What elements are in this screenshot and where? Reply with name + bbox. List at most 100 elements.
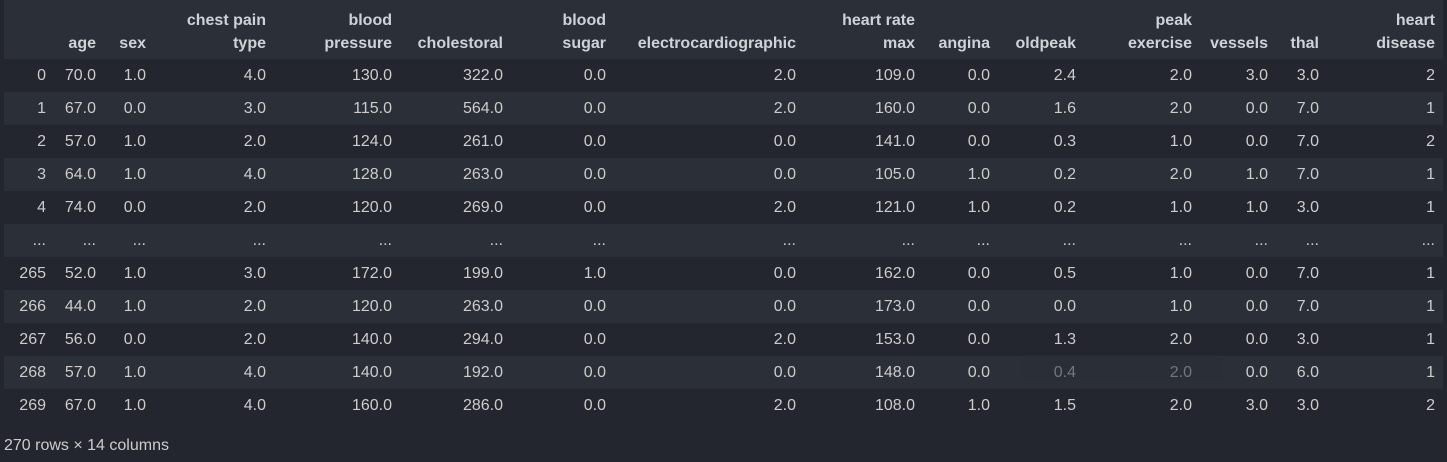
table-cell: 1.0: [104, 389, 154, 422]
table-header: age sex chest pain type blood pressure cholest…: [4, 0, 1443, 59]
table-cell: 1: [1327, 257, 1443, 290]
row-index: 267: [4, 323, 54, 356]
table-cell: 57.0: [54, 125, 104, 158]
table-cell: 564.0: [400, 92, 511, 125]
column-header-label: sex: [119, 35, 146, 52]
table-cell: ...: [998, 224, 1084, 257]
row-index: 1: [4, 92, 54, 125]
column-header-label: electrocardiographic: [637, 35, 796, 52]
row-index: 2: [4, 125, 54, 158]
index-header: [4, 0, 54, 59]
table-row: 267 56.0 0.0 2.0 140.0 294.0 0.0 2.0 153.0 0.0 1.3…: [4, 323, 1443, 356]
table-row: 269 67.0 1.0 4.0 160.0 286.0 0.0 2.0 108.0 1.0 1.5…: [4, 389, 1443, 422]
table-cell: 1: [1327, 191, 1443, 224]
table-cell: 1.0: [104, 125, 154, 158]
column-header-label: thal: [1290, 35, 1319, 52]
table-cell: 322.0: [400, 59, 511, 92]
row-index: 266: [4, 290, 54, 323]
table-cell: 74.0: [54, 191, 104, 224]
table-cell: 0.0: [614, 290, 804, 323]
column-header-label: age: [68, 35, 96, 52]
table-cell: 199.0: [400, 257, 511, 290]
table-cell: 64.0: [54, 158, 104, 191]
dataframe-table: age sex chest pain type blood pressure cholest…: [4, 0, 1443, 422]
table-row: 0 70.0 1.0 4.0 130.0 322.0 0.0 2.0 109.0 0.0 2.4 2.…: [4, 59, 1443, 92]
table-cell: 7.0: [1276, 92, 1327, 125]
table-cell: 153.0: [804, 323, 923, 356]
table-row: 1 67.0 0.0 3.0 115.0 564.0 0.0 2.0 160.0 0.0 1.6 2.…: [4, 92, 1443, 125]
column-header-label: chest pain: [186, 12, 266, 29]
column-header-label: blood: [562, 12, 606, 29]
table-cell: 160.0: [274, 389, 400, 422]
table-cell: ...: [1084, 224, 1200, 257]
table-cell: 0.0: [511, 323, 614, 356]
table-cell: 4.0: [154, 356, 274, 389]
table-cell: 0.0: [923, 356, 998, 389]
row-index: 0: [4, 59, 54, 92]
row-index: ...: [4, 224, 54, 257]
table-cell: 162.0: [804, 257, 923, 290]
row-index: 269: [4, 389, 54, 422]
table-cell: 1: [1327, 290, 1443, 323]
table-row: 2 57.0 1.0 2.0 124.0 261.0 0.0 0.0 141.0 0.0 0.3 1.…: [4, 125, 1443, 158]
column-header-label: angina: [938, 35, 990, 52]
table-cell: 121.0: [804, 191, 923, 224]
table-cell: ...: [400, 224, 511, 257]
table-cell: 160.0: [804, 92, 923, 125]
table-shape-footer: 270 rows × 14 columns: [4, 437, 169, 454]
table-cell: 2.0: [154, 323, 274, 356]
table-cell: ...: [1200, 224, 1276, 257]
table-cell: 7.0: [1276, 257, 1327, 290]
table-row: 4 74.0 0.0 2.0 120.0 269.0 0.0 2.0 121.0 1.0 0.2 1.…: [4, 191, 1443, 224]
table-cell: 1.0: [923, 191, 998, 224]
table-cell: 172.0: [274, 257, 400, 290]
table-cell: 120.0: [274, 290, 400, 323]
table-cell: 0.0: [511, 158, 614, 191]
table-cell: 0.0: [511, 389, 614, 422]
column-header: chest pain type: [154, 0, 274, 59]
table-cell: 263.0: [400, 290, 511, 323]
table-cell: 4.0: [154, 158, 274, 191]
table-cell: 0.0: [1200, 125, 1276, 158]
column-header: oldpeak: [998, 0, 1084, 59]
table-cell: 0.0: [511, 125, 614, 158]
table-cell: 0.0: [923, 92, 998, 125]
table-cell: 2.0: [1084, 323, 1200, 356]
table-cell: 3.0: [154, 257, 274, 290]
table-cell: 105.0: [804, 158, 923, 191]
table-cell: 2.0: [614, 323, 804, 356]
table-cell: 1.0: [1084, 257, 1200, 290]
table-cell: 0.0: [923, 59, 998, 92]
table-cell: 7.0: [1276, 290, 1327, 323]
table-cell: 1.0: [1200, 191, 1276, 224]
table-body: 0 70.0 1.0 4.0 130.0 322.0 0.0 2.0 109.0 0.0 2.4 2.…: [4, 59, 1443, 422]
table-cell: 1.0: [1200, 158, 1276, 191]
table-cell: 2: [1327, 59, 1443, 92]
table-cell: 128.0: [274, 158, 400, 191]
table-cell: 2.0: [1084, 389, 1200, 422]
table-cell: 141.0: [804, 125, 923, 158]
table-cell: 1.6: [998, 92, 1084, 125]
table-cell: 1: [1327, 356, 1443, 389]
table-cell: ...: [274, 224, 400, 257]
column-header: heart rate max: [804, 0, 923, 59]
table-cell: 4.0: [154, 59, 274, 92]
table-cell: 1: [1327, 158, 1443, 191]
table-cell: 0.0: [511, 59, 614, 92]
table-cell: ...: [1276, 224, 1327, 257]
table-cell: 0.0: [614, 356, 804, 389]
table-cell: 3.0: [1276, 59, 1327, 92]
row-index: 268: [4, 356, 54, 389]
column-header-label: oldpeak: [1015, 35, 1076, 52]
table-cell: 0.0: [511, 290, 614, 323]
table-cell: 2.4: [998, 59, 1084, 92]
table-cell: 2.0: [614, 191, 804, 224]
table-cell: 140.0: [274, 323, 400, 356]
table-cell: 0.0: [1200, 290, 1276, 323]
column-header-label: vessels: [1210, 35, 1268, 52]
table-row: 266 44.0 1.0 2.0 120.0 263.0 0.0 0.0 173.0 0.0 0.0…: [4, 290, 1443, 323]
table-cell: 2.0: [154, 290, 274, 323]
column-header: peak exercise: [1084, 0, 1200, 59]
table-cell: 109.0: [804, 59, 923, 92]
table-cell: 0.0: [104, 92, 154, 125]
